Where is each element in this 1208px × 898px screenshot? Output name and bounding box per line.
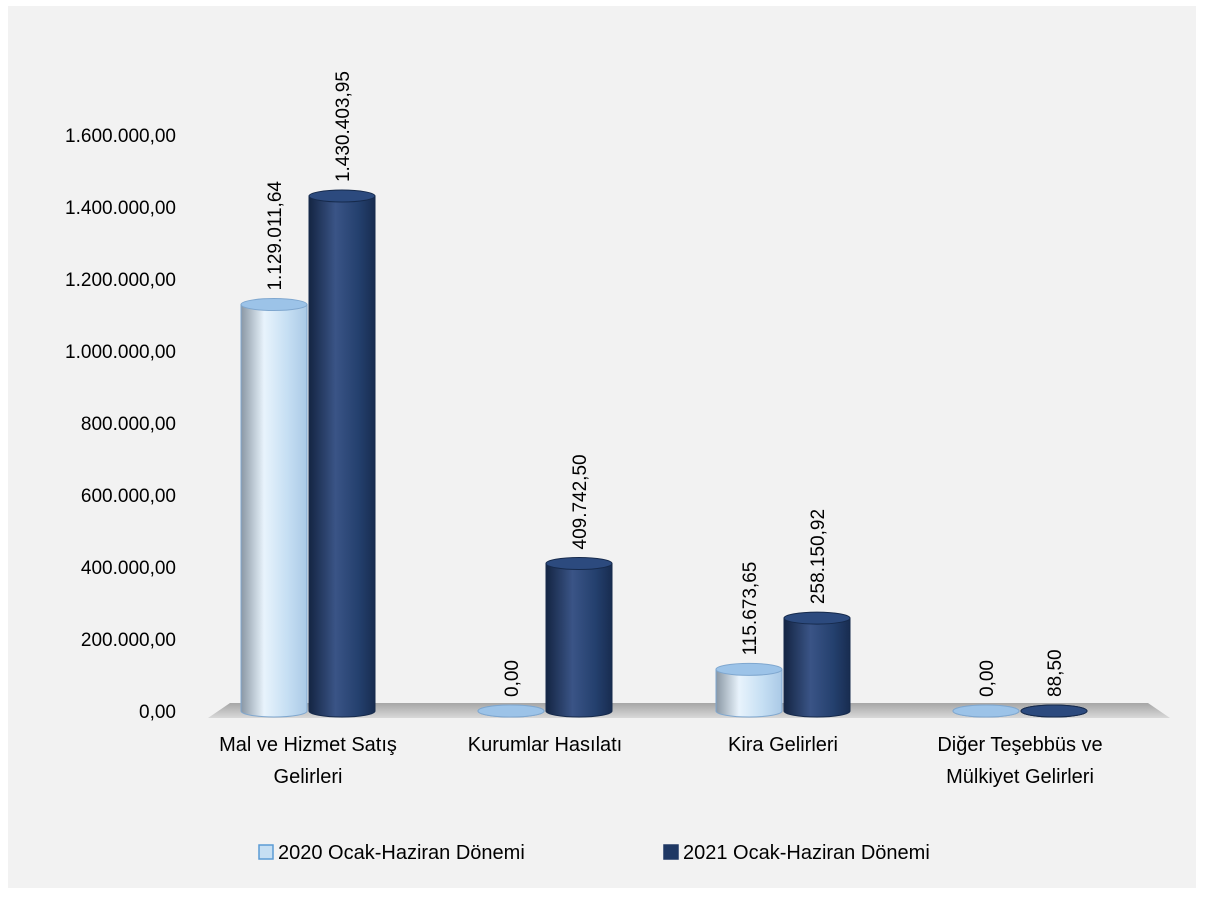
y-tick-label: 1.000.000,00 xyxy=(65,342,176,363)
y-tick-label: 800.000,00 xyxy=(81,414,176,435)
bar xyxy=(715,662,783,718)
bar xyxy=(783,611,851,718)
y-tick-label: 0,00 xyxy=(139,702,176,723)
category-label: Kurumlar Hasılatı xyxy=(468,734,623,756)
data-label: 1.430.403,95 xyxy=(333,71,354,182)
data-label: 1.129.011,64 xyxy=(265,181,286,291)
data-label: 258.150,92 xyxy=(808,509,829,604)
y-tick-label: 400.000,00 xyxy=(81,558,176,579)
chart-floor xyxy=(208,703,1170,718)
bar xyxy=(952,704,1020,718)
bar xyxy=(545,556,613,718)
bar xyxy=(308,189,376,718)
bar-chart: 0,00 200.000,00 400.000,00 600.000,00 800.00… xyxy=(65,71,1170,864)
data-label: 0,00 xyxy=(977,660,998,697)
y-tick-label: 1.200.000,00 xyxy=(65,270,176,291)
bar xyxy=(1020,704,1088,718)
category-label: Mal ve Hizmet Satış Gelirleri xyxy=(219,734,397,788)
y-tick-label: 1.600.000,00 xyxy=(65,126,176,147)
chart-frame: 0,00 200.000,00 400.000,00 600.000,00 800.00… xyxy=(8,6,1196,888)
data-label: 115.673,65 xyxy=(740,562,761,656)
bar xyxy=(477,704,545,718)
data-label: 409.742,50 xyxy=(570,454,591,549)
data-label: 0,00 xyxy=(502,660,523,697)
data-label: 88,50 xyxy=(1045,649,1066,697)
category-label: Kira Gelirleri xyxy=(728,734,838,756)
y-tick-label: 600.000,00 xyxy=(81,486,176,507)
bar xyxy=(240,298,308,718)
category-label: Diğer Teşebbüs ve Mülkiyet Gelirleri xyxy=(937,734,1102,788)
legend-item: 2021 Ocak-Haziran Dönemi xyxy=(663,842,930,864)
legend-swatch xyxy=(663,844,679,860)
y-tick-label: 1.400.000,00 xyxy=(65,198,176,219)
legend-swatch xyxy=(258,844,274,860)
y-tick-label: 200.000,00 xyxy=(81,630,176,651)
legend-item: 2020 Ocak-Haziran Dönemi xyxy=(258,842,525,864)
legend-label: 2021 Ocak-Haziran Dönemi xyxy=(683,842,930,864)
legend-label: 2020 Ocak-Haziran Dönemi xyxy=(278,842,525,864)
